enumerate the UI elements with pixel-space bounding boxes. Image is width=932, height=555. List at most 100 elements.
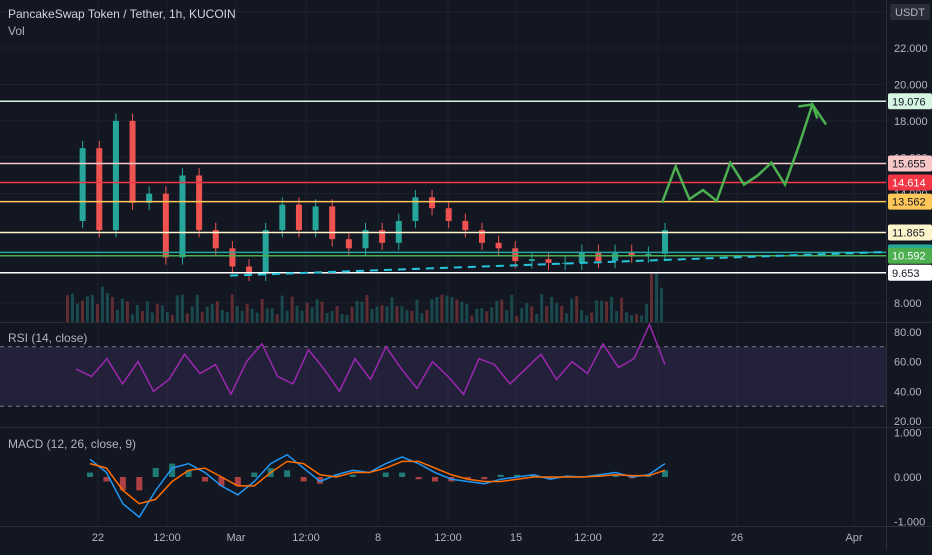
volume-bar [220, 309, 224, 322]
x-tick-label: Mar [227, 532, 246, 544]
y-tick-label: 22.000 [894, 43, 928, 55]
volume-bar [465, 303, 469, 322]
volume-bar [400, 306, 404, 322]
volume-bar [295, 305, 299, 322]
volume-bar [595, 300, 599, 322]
macd-histogram-bar [136, 477, 143, 491]
signal-line [89, 460, 666, 505]
volume-bar [120, 298, 124, 322]
volume-bar [440, 294, 444, 322]
volume-bar [230, 294, 234, 322]
volume-bar [265, 308, 269, 322]
level-price-tag [888, 193, 932, 210]
volume-bar [335, 306, 339, 322]
volume-bar [600, 300, 604, 322]
volume-bar [360, 301, 364, 322]
volume-bar [530, 306, 534, 322]
macd-histogram-bar [547, 477, 553, 480]
volume-bar [205, 306, 209, 322]
volume-bar [525, 303, 529, 322]
volume-bar [425, 310, 429, 322]
volume-label[interactable]: Vol [8, 24, 25, 38]
volume-bar [115, 309, 119, 322]
rsi-tick-label: 80.00 [894, 327, 922, 339]
volume-bar [260, 298, 264, 322]
rsi-legend[interactable]: RSI (14, close) [8, 331, 88, 345]
macd-histogram-bar [152, 468, 159, 477]
macd-histogram-bar [349, 474, 356, 477]
volume-bar [165, 312, 169, 322]
level-price-label: 9.653 [892, 268, 920, 280]
level-price-label: 13.562 [892, 197, 926, 209]
x-tick-label: 15 [510, 532, 522, 544]
macd-legend[interactable]: MACD (12, 26, close, 9) [8, 437, 137, 451]
volume-bar [510, 294, 514, 322]
volume-bar [565, 313, 569, 322]
macd-histogram-bar [333, 474, 340, 477]
x-tick-label: 22 [652, 532, 664, 544]
rsi-band [0, 346, 886, 407]
currency-tag [890, 4, 930, 20]
level-price-tag [888, 174, 932, 191]
level-price-label: 14.614 [892, 177, 926, 189]
volume-bar [310, 307, 314, 322]
y-tick-label: 20.000 [894, 79, 928, 91]
volume-bar [430, 299, 434, 322]
macd-histogram-bar [399, 472, 406, 477]
volume-bar [270, 308, 274, 322]
volume-bar [280, 295, 284, 322]
volume-bar [615, 310, 619, 322]
volume-bar [95, 304, 99, 322]
level-price-tag [888, 155, 932, 172]
level-price-tag [888, 264, 932, 281]
volume-bar [660, 287, 664, 322]
projection-arrowhead [798, 103, 819, 119]
volume-bar [650, 272, 654, 322]
symbol-title[interactable]: PancakeSwap Token / Tether, 1h, KUCOIN [8, 7, 236, 21]
level-price-label: 15.655 [892, 159, 926, 171]
level-price-label: 19.076 [892, 96, 926, 108]
volume-bar [190, 306, 194, 322]
y-tick-label: 8.000 [894, 298, 922, 310]
volume-bar [100, 286, 104, 322]
macd-histogram-bar [415, 477, 422, 480]
macd-histogram-bar [284, 470, 291, 477]
volume-bar [235, 306, 239, 322]
volume-bar [395, 306, 399, 322]
volume-bar [240, 310, 244, 322]
volume-bar [550, 296, 554, 322]
volume-bar [210, 303, 214, 322]
volume-bar [300, 310, 304, 322]
volume-bar [285, 310, 289, 322]
volume-bar [290, 296, 294, 322]
volume-bar [535, 314, 539, 322]
macd-histogram-bar [202, 477, 208, 482]
macd-histogram-bar [317, 477, 323, 484]
volume-bar [70, 293, 74, 322]
volume-bar [320, 301, 324, 322]
macd-histogram-bar [481, 477, 488, 480]
volume-bar [370, 308, 374, 322]
volume-bar [125, 301, 129, 322]
projection-path [660, 101, 828, 204]
volume-bar [200, 311, 204, 322]
volume-bar [645, 304, 649, 322]
volume-bar [490, 307, 494, 322]
volume-bar [75, 303, 79, 322]
volume-bar [420, 313, 424, 322]
volume-bar [630, 315, 634, 322]
volume-bar [345, 314, 349, 322]
volume-bar [495, 300, 499, 322]
macd-histogram-bar [87, 472, 93, 477]
volume-bar [560, 305, 564, 322]
volume-bar [325, 313, 329, 322]
volume-bar [570, 298, 574, 322]
volume-bar [515, 315, 519, 322]
volume-bar [485, 311, 489, 322]
macd-histogram-bar [185, 470, 192, 477]
volume-bar [130, 314, 134, 322]
macd-histogram-bar [169, 463, 176, 477]
volume-bar [500, 299, 504, 322]
